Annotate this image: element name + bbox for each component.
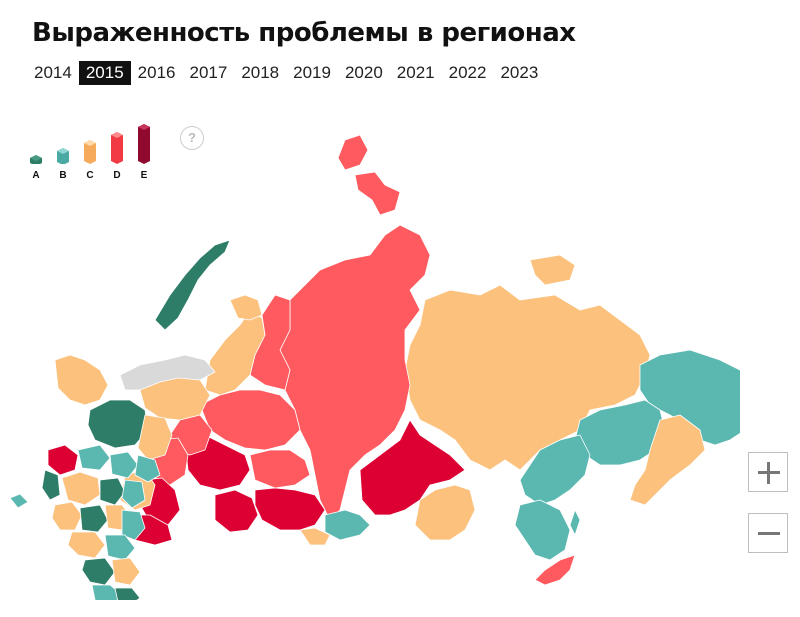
region-novosibirsk[interactable] bbox=[254, 487, 326, 531]
legend-item-a: A bbox=[28, 138, 44, 181]
year-tab-2020[interactable]: 2020 bbox=[344, 63, 383, 82]
region-magadan[interactable] bbox=[529, 254, 576, 286]
region-kaliningrad[interactable] bbox=[9, 493, 29, 509]
region-smolensk-bryansk[interactable] bbox=[51, 501, 83, 531]
region-kirov[interactable] bbox=[134, 454, 161, 483]
year-tab-2018[interactable]: 2018 bbox=[241, 63, 280, 82]
legend-bar-d-icon bbox=[111, 132, 123, 164]
legend-label-e: E bbox=[140, 170, 148, 181]
legend-label-b: B bbox=[59, 170, 67, 181]
region-kuriles[interactable] bbox=[569, 509, 581, 536]
region-saratov[interactable] bbox=[104, 534, 136, 561]
region-severnaya-zemlya[interactable] bbox=[354, 171, 401, 216]
region-nenets[interactable] bbox=[229, 294, 263, 321]
plus-icon-vertical bbox=[767, 462, 770, 484]
zoom-out-button[interactable] bbox=[748, 513, 788, 553]
region-pskov[interactable] bbox=[41, 469, 61, 501]
region-kamchatka[interactable] bbox=[629, 414, 706, 506]
region-tver[interactable] bbox=[77, 444, 111, 471]
year-selector: 2014 2015 2016 2017 2018 2019 2020 2021 … bbox=[27, 61, 547, 85]
year-tab-2019[interactable]: 2019 bbox=[293, 63, 331, 82]
year-tab-2015[interactable]: 2015 bbox=[78, 61, 131, 85]
year-tab-2022[interactable]: 2022 bbox=[448, 63, 487, 82]
region-zabaykalsky[interactable] bbox=[414, 484, 476, 541]
legend-bar-c-icon bbox=[84, 140, 96, 164]
region-tyva[interactable] bbox=[324, 509, 371, 541]
region-kemerovo[interactable] bbox=[299, 527, 331, 546]
legend-bar-b-icon bbox=[57, 148, 69, 164]
region-tula-orel[interactable] bbox=[79, 504, 109, 533]
page-title: Выраженность проблемы в регионах bbox=[32, 18, 576, 48]
region-krasnodar[interactable] bbox=[91, 584, 123, 600]
legend-label-d: D bbox=[113, 170, 121, 181]
legend-item-e: E bbox=[136, 122, 152, 181]
region-novaya-zemlya[interactable] bbox=[154, 239, 231, 331]
region-yaroslavl[interactable] bbox=[109, 451, 139, 479]
region-kostroma[interactable] bbox=[137, 414, 173, 461]
legend-item-b: B bbox=[55, 134, 71, 181]
region-ryazan[interactable] bbox=[99, 477, 126, 506]
region-irkutsk[interactable] bbox=[359, 419, 466, 516]
legend-bar-e-icon bbox=[138, 124, 150, 164]
region-primorye[interactable] bbox=[514, 499, 571, 561]
legend: A B C D E bbox=[28, 122, 152, 181]
legend-label-c: C bbox=[86, 170, 94, 181]
region-nizhny[interactable] bbox=[121, 479, 146, 509]
year-tab-2023[interactable]: 2023 bbox=[500, 63, 539, 82]
region-chukotka[interactable] bbox=[639, 349, 740, 446]
russia-region-map[interactable] bbox=[0, 130, 740, 600]
region-taymyr-islands[interactable] bbox=[337, 134, 369, 171]
region-tomsk[interactable] bbox=[249, 449, 311, 489]
year-tab-2014[interactable]: 2014 bbox=[34, 63, 72, 82]
region-omsk[interactable] bbox=[214, 489, 259, 533]
region-volgograd[interactable] bbox=[111, 557, 141, 586]
region-caucasus[interactable] bbox=[114, 587, 141, 600]
region-karelia-murmansk[interactable] bbox=[54, 354, 109, 406]
region-samara[interactable] bbox=[121, 509, 146, 541]
legend-item-d: D bbox=[109, 126, 125, 181]
region-vologda[interactable] bbox=[87, 399, 149, 449]
legend-label-a: A bbox=[32, 170, 40, 181]
region-moscow[interactable] bbox=[61, 471, 101, 506]
zoom-in-button[interactable] bbox=[748, 452, 788, 492]
help-icon[interactable]: ? bbox=[180, 126, 204, 150]
region-sakhalin[interactable] bbox=[534, 554, 576, 586]
region-khanty-mansi[interactable] bbox=[199, 389, 301, 451]
year-tab-2016[interactable]: 2016 bbox=[137, 63, 176, 82]
region-leningrad[interactable] bbox=[47, 444, 79, 476]
region-white-sea-nodata bbox=[119, 354, 216, 391]
minus-icon bbox=[758, 532, 780, 535]
region-komi[interactable] bbox=[204, 309, 266, 396]
region-amur[interactable] bbox=[519, 434, 591, 506]
legend-bar-a-icon bbox=[30, 155, 42, 164]
region-voronezh[interactable] bbox=[67, 531, 106, 559]
year-tab-2017[interactable]: 2017 bbox=[189, 63, 228, 82]
region-rostov[interactable] bbox=[81, 557, 116, 586]
year-tab-2021[interactable]: 2021 bbox=[396, 63, 435, 82]
legend-item-c: C bbox=[82, 130, 98, 181]
